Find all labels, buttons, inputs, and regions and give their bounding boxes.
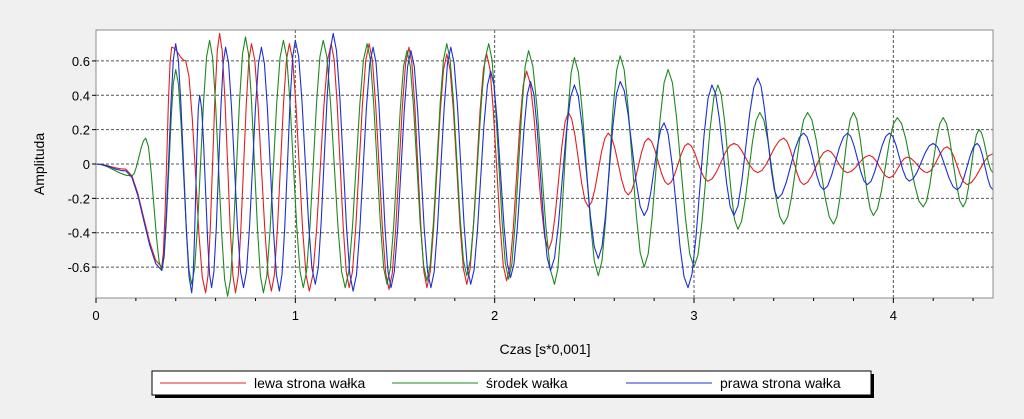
legend-label-lewa: lewa strona wałka: [254, 375, 365, 391]
legend-shadow-right: [871, 374, 874, 398]
series-line-1: [96, 36, 993, 297]
y-axis-label: Amplituda: [31, 133, 47, 195]
y-tick-label: 0.6: [72, 54, 90, 69]
x-tick-label: 4: [890, 308, 897, 323]
legend-label-prawa: prawa strona wałka: [720, 375, 841, 391]
x-tick-label: 0: [92, 308, 99, 323]
x-tick-label: 3: [690, 308, 697, 323]
series-line-2: [96, 32, 993, 294]
y-tick-label: 0.4: [72, 88, 90, 103]
y-tick-label: -0.2: [68, 191, 90, 206]
y-tick-label: 0.2: [72, 123, 90, 138]
series-lines: [96, 32, 993, 297]
legend-label-srodek: środek wałka: [486, 375, 568, 391]
y-tick-label: -0.6: [68, 260, 90, 275]
x-tick-label: 1: [292, 308, 299, 323]
x-tick-label: 2: [491, 308, 498, 323]
y-tick-label: -0.4: [68, 226, 90, 241]
y-axis-ticks: 0.6 0.4 0.2 0 -0.2 -0.4 -0.6: [68, 54, 96, 275]
y-tick-label: 0: [83, 157, 90, 172]
legend: lewa strona wałka środek wałka prawa str…: [151, 370, 874, 398]
x-axis-ticks: 0 1 2 3 4: [92, 298, 974, 323]
legend-shadow-bottom: [155, 395, 874, 398]
series-line-0: [96, 32, 993, 294]
x-axis-label: Czas [s*0,001]: [499, 341, 590, 357]
